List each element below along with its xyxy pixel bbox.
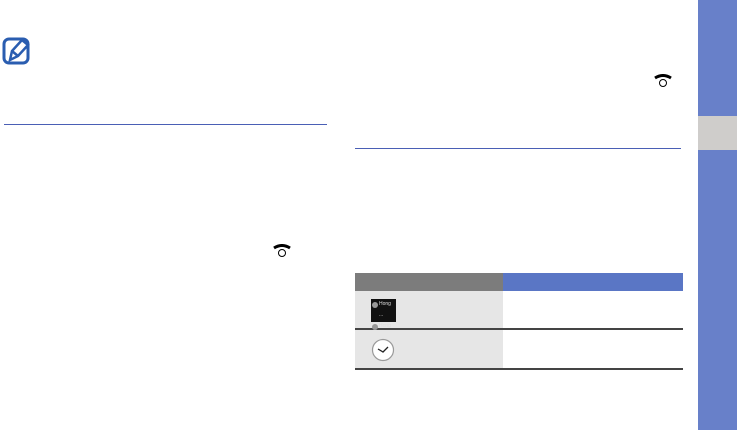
table-row: Hong ... Hong ...	[355, 291, 683, 340]
table-row	[355, 330, 683, 370]
clock-icon	[371, 338, 395, 362]
widget-table: Hong ... Hong ...	[355, 273, 683, 370]
note-pencil-icon	[2, 37, 30, 65]
contact-entry: Hong ...	[371, 299, 396, 321]
chapter-side-tab	[698, 0, 737, 430]
section-divider	[4, 124, 327, 125]
end-power-key-icon	[273, 244, 291, 257]
chapter-side-tab-active	[698, 116, 737, 150]
end-power-key-icon	[654, 74, 672, 87]
table-header	[355, 273, 683, 291]
section-divider	[355, 148, 681, 149]
contacts-list-icon: Hong ... Hong ...	[371, 299, 396, 340]
